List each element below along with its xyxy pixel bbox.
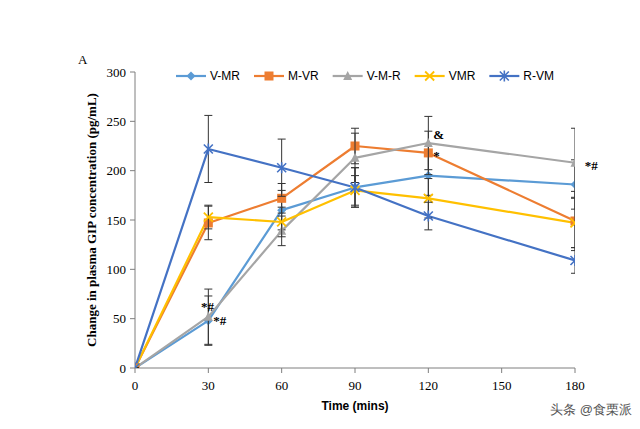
y-tick-label: 250 [107,114,127,129]
x-tick [501,368,502,373]
legend: V-MR M-VR V-M-R VMR R-VM [176,69,554,83]
x-tick [208,368,209,373]
error-bar [204,115,212,182]
x-tick-label: 90 [349,378,362,393]
marker [135,364,140,369]
error-bar [571,128,575,197]
plot-data [135,115,575,368]
y-tick [130,72,135,73]
y-tick [130,121,135,122]
x-tick [281,368,282,373]
y-tick-label: 50 [113,311,126,326]
marker [571,180,576,189]
marker [424,194,433,203]
legend-marker [500,71,509,82]
y-tick-label: 200 [107,163,127,178]
marker [424,138,433,147]
marker [571,158,576,167]
error-bar [351,168,359,207]
y-tick [130,368,135,369]
y-tick-label: 300 [107,65,127,80]
y-tick [130,220,135,221]
x-tick [135,368,136,373]
y-tick [130,170,135,171]
marker [424,211,433,222]
error-bar [571,191,575,250]
y-tick-label: 0 [120,361,127,376]
marker [277,162,286,173]
legend-marker [264,72,273,81]
error-bar [204,289,212,344]
y-tick-label: 150 [107,213,127,228]
x-tick [575,368,576,373]
x-tick-label: 0 [132,378,139,393]
marker [204,143,213,154]
watermark: 头条 @食栗派 [550,402,632,417]
marker [135,364,140,369]
x-tick-label: 60 [275,378,288,393]
marker [571,255,576,266]
series-line [135,149,575,368]
legend-label: R-VM [523,69,554,83]
panel-label: A [78,52,88,67]
chart: A 0 50 100 150 200 250 300 0 30 60 90 120 150 180 Time … [0,0,640,429]
legend-marker [425,72,434,81]
error-bar [424,202,432,230]
annotation: * [433,148,440,163]
error-bar [204,206,212,240]
annotation: *# [201,299,215,314]
error-bar [571,198,575,247]
y-axis-label: Change in plasma GIP concentration (pg/m… [84,93,99,347]
marker [571,218,576,227]
x-tick-label: 150 [492,378,512,393]
x-axis-label: Time (mins) [321,399,388,413]
legend-label: V-MR [210,69,240,83]
marker [351,153,360,162]
error-bar [571,248,575,274]
error-bar [351,168,359,207]
annotation: *# [585,158,599,173]
error-bar [278,139,286,196]
legend-label: V-M-R [367,69,401,83]
y-tick [130,269,135,270]
x-tick [355,368,356,373]
legend-label: M-VR [288,69,319,83]
x-tick-label: 120 [419,378,439,393]
x-tick [428,368,429,373]
y-tick-label: 100 [107,262,127,277]
error-bar [204,205,212,229]
legend-label: VMR [449,69,476,83]
annotation: *# [213,313,227,328]
error-bar [424,116,432,169]
y-tick [130,318,135,319]
marker [351,182,360,193]
legend-marker [343,71,352,80]
marker [135,364,140,369]
marker [277,217,286,226]
x-tick-label: 30 [202,378,215,393]
series-line [135,143,575,368]
legend-marker [186,72,195,81]
x-tick-label: 180 [565,378,585,393]
error-bar [571,160,575,209]
annotation: & [433,127,444,142]
series-line [135,190,575,368]
marker [135,363,140,369]
error-bar [278,207,286,237]
marker [204,213,213,222]
series-line [135,146,575,368]
